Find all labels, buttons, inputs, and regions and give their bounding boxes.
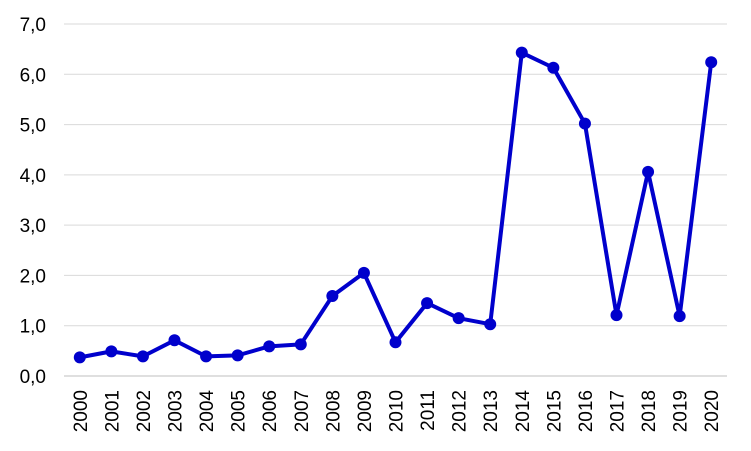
x-tick-label: 2008 xyxy=(323,390,344,432)
data-point xyxy=(168,334,181,347)
data-point xyxy=(73,351,86,364)
y-axis-tick-labels: 0,0 1,0 2,0 3,0 4,0 5,0 6,0 7,0 xyxy=(20,15,46,388)
y-tick-label: 0,0 xyxy=(20,367,46,388)
x-tick-label: 2017 xyxy=(608,390,629,432)
x-axis-tick-labels: 2000 2001 2002 2003 2004 2005 2006 2007 2008 2009… xyxy=(71,390,723,433)
data-point xyxy=(642,165,655,178)
y-tick-label: 5,0 xyxy=(20,116,46,137)
x-tick-label: 2009 xyxy=(355,390,376,432)
x-tick-label: 2016 xyxy=(576,390,597,432)
y-tick-label: 6,0 xyxy=(20,65,46,86)
x-tick-label: 2018 xyxy=(639,390,660,432)
data-point xyxy=(673,310,686,323)
x-tick-label: 2014 xyxy=(513,390,534,433)
data-point xyxy=(231,349,244,362)
y-tick-label: 2,0 xyxy=(20,266,46,287)
x-tick-label: 2004 xyxy=(197,390,218,433)
data-point xyxy=(105,345,118,358)
data-point xyxy=(136,350,149,363)
data-point xyxy=(263,340,276,353)
x-tick-label: 2019 xyxy=(671,390,692,432)
y-tick-label: 4,0 xyxy=(20,166,46,187)
data-point xyxy=(547,61,560,74)
y-tick-label: 3,0 xyxy=(20,216,46,237)
x-tick-label: 2012 xyxy=(450,390,471,432)
x-tick-label: 2015 xyxy=(544,390,565,432)
y-tick-label: 7,0 xyxy=(20,15,46,36)
data-point xyxy=(326,290,339,303)
data-point xyxy=(515,46,528,59)
data-point xyxy=(484,318,497,331)
data-point xyxy=(357,266,370,279)
data-point xyxy=(705,56,718,69)
data-point xyxy=(452,312,465,325)
x-tick-label: 2003 xyxy=(166,390,187,432)
x-tick-label: 2011 xyxy=(418,390,439,431)
data-point xyxy=(610,309,623,322)
data-points xyxy=(73,46,718,364)
grid-lines xyxy=(64,23,727,327)
x-tick-label: 2001 xyxy=(102,390,123,432)
x-tick-label: 2006 xyxy=(260,390,281,432)
x-tick-label: 2010 xyxy=(387,390,408,432)
x-tick-label: 2000 xyxy=(71,390,92,432)
data-point xyxy=(578,117,591,130)
y-tick-label: 1,0 xyxy=(20,317,46,338)
data-point xyxy=(294,338,307,351)
data-point xyxy=(389,336,402,349)
data-point xyxy=(421,297,434,310)
data-point xyxy=(200,350,213,363)
x-tick-label: 2020 xyxy=(702,390,723,432)
x-tick-label: 2002 xyxy=(134,390,155,432)
x-tick-label: 2013 xyxy=(481,390,502,432)
x-tick-label: 2005 xyxy=(229,390,250,432)
x-tick-label: 2007 xyxy=(292,390,313,432)
